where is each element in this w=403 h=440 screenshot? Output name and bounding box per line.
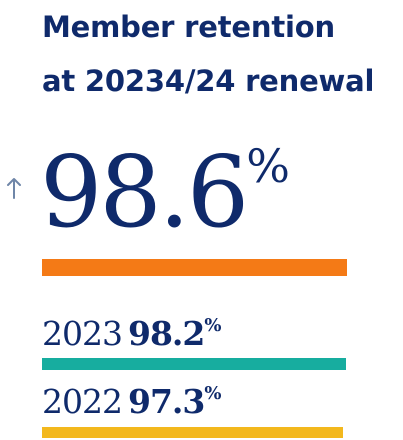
year-2023-label: 2023 <box>42 314 123 353</box>
current-retention: 98.6% <box>40 132 290 254</box>
retention-2023: 2023 98.2% <box>42 314 221 360</box>
current-retention-unit: % <box>246 139 290 193</box>
year-2022-label: 2022 <box>42 382 123 421</box>
title-line-1: Member retention <box>42 10 335 44</box>
arrow-up-icon <box>7 178 21 199</box>
retention-2022-value: 97.3 <box>127 382 205 421</box>
retention-2023-value: 98.2 <box>127 314 205 353</box>
chart-title: Member retention at 20234/24 renewal <box>42 0 374 108</box>
current-retention-value: 98.6 <box>40 136 249 250</box>
retention-2023-bar <box>42 358 346 370</box>
retention-2022-bar <box>42 427 343 438</box>
retention-2022: 2022 97.3% <box>42 382 221 428</box>
current-retention-bar <box>42 259 347 276</box>
title-line-2: at 20234/24 renewal <box>42 64 375 98</box>
retention-2023-unit: % <box>204 315 222 336</box>
retention-2022-unit: % <box>204 383 222 404</box>
